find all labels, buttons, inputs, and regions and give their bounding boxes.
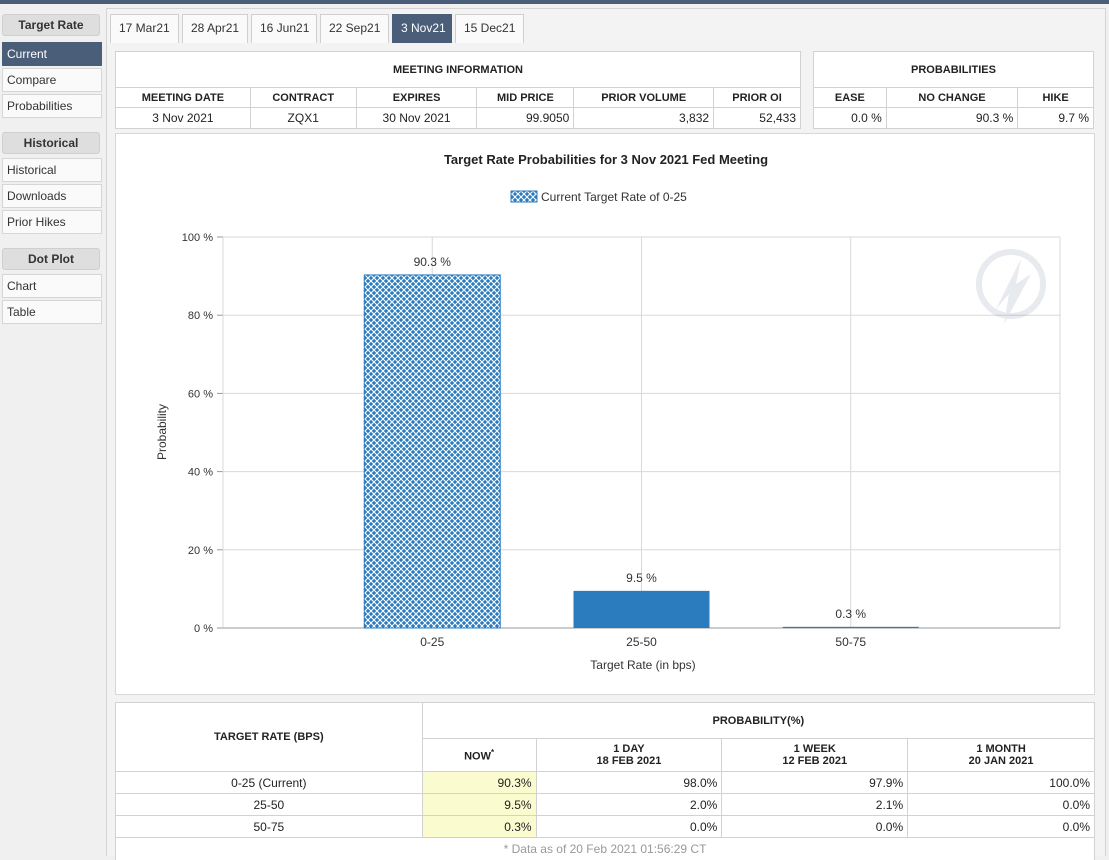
- bar-0-25: [363, 274, 501, 629]
- sidebar-item-historical[interactable]: Historical: [2, 158, 102, 182]
- value-cell: 0.0%: [907, 815, 1095, 838]
- y-tick-label: 100 %: [182, 232, 213, 244]
- value-cell: 100.0%: [907, 771, 1095, 794]
- sidebar-item-downloads[interactable]: Downloads: [2, 184, 102, 208]
- value-cell: 0.0%: [535, 815, 723, 838]
- probabilities-table: PROBABILITIES EASE NO CHANGE HIKE 0.0 % …: [813, 51, 1094, 129]
- rate-cell: 50-75: [115, 815, 423, 838]
- col-contract: CONTRACT: [249, 87, 357, 108]
- y-tick-label: 0 %: [194, 623, 213, 635]
- sidebar-heading-historical: Historical: [2, 132, 100, 154]
- y-tick-label: 40 %: [188, 467, 213, 479]
- meeting-date-value: 3 Nov 2021: [115, 107, 251, 129]
- sidebar-item-prior-hikes[interactable]: Prior Hikes: [2, 210, 102, 234]
- contract-value: ZQX1: [249, 107, 357, 129]
- expires-value: 30 Nov 2021: [355, 107, 478, 129]
- value-cell: 90.3%: [421, 771, 537, 794]
- col-no-change: NO CHANGE: [885, 87, 1019, 108]
- chart-panel: 0 % 20 % 40 % 60 % 80 % 100 % 90.3 % 0-25 9.5 %…: [115, 133, 1095, 695]
- x-tick-label: 25-50: [626, 635, 657, 649]
- x-tick-label: 50-75: [835, 635, 866, 649]
- ease-value: 0.0 %: [813, 107, 887, 129]
- col-meeting-date: MEETING DATE: [115, 87, 251, 108]
- probability-group-header: PROBABILITY(%): [421, 702, 1096, 739]
- meeting-info-heading: MEETING INFORMATION: [115, 51, 801, 88]
- bar-value-label: 0.3 %: [835, 607, 866, 621]
- value-cell: 98.0%: [535, 771, 723, 794]
- col-mid-price: MID PRICE: [476, 87, 575, 108]
- y-tick-label: 80 %: [188, 310, 213, 322]
- sidebar-item-compare[interactable]: Compare: [2, 68, 102, 92]
- value-cell: 0.3%: [421, 815, 537, 838]
- sidebar-item-probabilities[interactable]: Probabilities: [2, 94, 102, 118]
- sidebar-heading-target-rate: Target Rate: [2, 14, 100, 36]
- meeting-info-table: MEETING INFORMATION MEETING DATE CONTRAC…: [115, 51, 801, 129]
- table-row: 0-25 (Current) 90.3% 98.0% 97.9% 100.0%: [115, 771, 1095, 794]
- bar-50-75: [782, 626, 919, 628]
- col-1-week: 1 WEEK 12 FEB 2021: [721, 738, 909, 772]
- y-tick-label: 20 %: [188, 545, 213, 557]
- tab-17-mar21[interactable]: 17 Mar21: [110, 14, 179, 43]
- main-panel: 17 Mar21 28 Apr21 16 Jun21 22 Sep21 3 No…: [106, 8, 1106, 860]
- table-row: 50-75 0.3% 0.0% 0.0% 0.0%: [115, 815, 1095, 838]
- value-cell: 0.0%: [721, 815, 909, 838]
- prior-volume-value: 3,832: [573, 107, 715, 129]
- sidebar-item-current[interactable]: Current: [2, 42, 102, 66]
- col-1-month: 1 MONTH 20 JAN 2021: [907, 738, 1095, 772]
- mid-price-value: 99.9050: [476, 107, 575, 129]
- probabilities-heading: PROBABILITIES: [813, 51, 1094, 88]
- sidebar-heading-dot-plot: Dot Plot: [2, 248, 100, 270]
- legend-label: Current Target Rate of 0-25: [541, 190, 687, 204]
- chart-title: Target Rate Probabilities for 3 Nov 2021…: [444, 152, 768, 167]
- value-cell: 0.0%: [907, 793, 1095, 816]
- value-cell: 2.1%: [721, 793, 909, 816]
- y-axis-label: Probability: [155, 404, 169, 460]
- col-prior-volume: PRIOR VOLUME: [573, 87, 715, 108]
- sidebar-item-table[interactable]: Table: [2, 300, 102, 324]
- prior-oi-value: 52,433: [713, 107, 801, 129]
- tab-16-jun21[interactable]: 16 Jun21: [251, 14, 317, 43]
- col-ease: EASE: [813, 87, 887, 108]
- top-accent-bar: [0, 0, 1109, 4]
- bar-25-50: [573, 590, 710, 628]
- tab-3-nov21[interactable]: 3 Nov21: [392, 14, 452, 43]
- tab-15-dec21[interactable]: 15 Dec21: [455, 14, 524, 43]
- legend-swatch: [510, 190, 538, 203]
- col-target-rate-bps: TARGET RATE (BPS): [115, 702, 423, 772]
- rate-cell: 25-50: [115, 793, 423, 816]
- col-1-day: 1 DAY 18 FEB 2021: [535, 738, 723, 772]
- data-timestamp-footnote: * Data as of 20 Feb 2021 01:56:29 CT: [115, 837, 1095, 860]
- bar-value-label: 9.5 %: [626, 571, 657, 585]
- hike-value: 9.7 %: [1017, 107, 1094, 129]
- sidebar: Target Rate Current Compare Probabilitie…: [0, 14, 103, 324]
- value-cell: 97.9%: [721, 771, 909, 794]
- probability-chart: 0 % 20 % 40 % 60 % 80 % 100 % 90.3 % 0-25 9.5 %…: [155, 152, 1061, 672]
- tab-28-apr21[interactable]: 28 Apr21: [182, 14, 248, 43]
- value-cell: 9.5%: [421, 793, 537, 816]
- col-now: NOW*: [421, 738, 537, 772]
- y-tick-label: 60 %: [188, 388, 213, 400]
- col-prior-oi: PRIOR OI: [713, 87, 801, 108]
- cme-watermark-icon: [976, 249, 1046, 324]
- probability-history-table: TARGET RATE (BPS) PROBABILITY(%) NOW* 1 …: [115, 702, 1096, 860]
- value-cell: 2.0%: [535, 793, 723, 816]
- col-hike: HIKE: [1017, 87, 1094, 108]
- rate-cell: 0-25 (Current): [115, 771, 423, 794]
- x-axis-label: Target Rate (in bps): [590, 658, 695, 672]
- no-change-value: 90.3 %: [885, 107, 1019, 129]
- x-tick-label: 0-25: [420, 635, 444, 649]
- bar-value-label: 90.3 %: [414, 255, 452, 269]
- sidebar-item-chart[interactable]: Chart: [2, 274, 102, 298]
- col-expires: EXPIRES: [355, 87, 478, 108]
- tab-22-sep21[interactable]: 22 Sep21: [320, 14, 389, 43]
- table-row: 25-50 9.5% 2.0% 2.1% 0.0%: [115, 793, 1095, 816]
